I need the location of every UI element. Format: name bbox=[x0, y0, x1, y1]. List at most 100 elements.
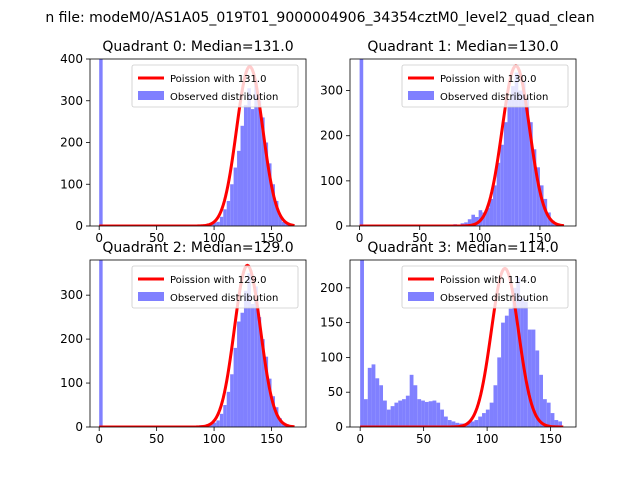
histogram-bar bbox=[558, 421, 563, 427]
histogram-bar bbox=[230, 374, 234, 427]
histogram-bar bbox=[531, 329, 536, 427]
histogram-bar bbox=[243, 104, 248, 226]
histogram-bar bbox=[237, 321, 241, 427]
histogram-bar bbox=[508, 308, 513, 427]
x-tick-label: 0 bbox=[356, 432, 364, 446]
histogram-bar bbox=[514, 72, 519, 226]
histogram-bar bbox=[493, 185, 497, 226]
histogram-bar bbox=[532, 149, 537, 226]
y-tick-label: 100 bbox=[320, 174, 343, 188]
y-tick-label: 0 bbox=[75, 420, 83, 434]
histogram-bar bbox=[464, 222, 468, 226]
histogram-bar bbox=[367, 367, 372, 427]
histogram-bar bbox=[527, 329, 532, 427]
x-tick-label: 50 bbox=[416, 432, 431, 446]
poisson-curve bbox=[359, 266, 564, 427]
y-tick-label: 50 bbox=[328, 385, 343, 399]
histogram-bar bbox=[501, 322, 505, 427]
histogram-bar bbox=[539, 374, 543, 427]
histogram-bar bbox=[379, 385, 384, 427]
legend-swatch-observed bbox=[408, 292, 434, 301]
histogram-bar bbox=[493, 385, 498, 427]
histogram-bar bbox=[383, 400, 387, 427]
histogram-bar bbox=[278, 215, 282, 226]
histogram-bar bbox=[529, 122, 533, 226]
histogram-bar bbox=[226, 200, 231, 226]
histogram-bar bbox=[451, 421, 456, 427]
histogram-bar bbox=[474, 420, 479, 427]
histogram-bar bbox=[261, 117, 265, 226]
x-tick-label: 50 bbox=[149, 432, 164, 446]
histogram-bar bbox=[516, 277, 521, 427]
histogram-bar bbox=[216, 221, 220, 226]
histogram-bar bbox=[482, 212, 486, 226]
histogram-bar bbox=[482, 413, 486, 427]
y-tick-label: 200 bbox=[320, 129, 343, 143]
histogram-bar bbox=[409, 374, 414, 427]
histogram-bar bbox=[478, 416, 483, 427]
histogram-bar bbox=[489, 402, 494, 427]
legend-label-observed: Observed distribution bbox=[440, 92, 548, 103]
x-tick-label: 150 bbox=[528, 231, 551, 245]
x-tick-label: 100 bbox=[203, 231, 226, 245]
histogram-bar bbox=[271, 396, 275, 427]
histogram-bar bbox=[237, 150, 241, 226]
subplot-3: 0 50 100 150 0 50 100 150 200 Quadrant 3: Median=… bbox=[320, 240, 577, 446]
histogram-bar bbox=[264, 356, 269, 427]
x-tick-label: 100 bbox=[468, 231, 491, 245]
legend-label-poisson: Poission with 131.0 bbox=[170, 74, 266, 85]
histogram-bar bbox=[247, 88, 251, 226]
histogram-bar bbox=[542, 399, 547, 427]
histogram-bar bbox=[233, 347, 238, 427]
x-tick-label: 0 bbox=[95, 231, 103, 245]
legend-box bbox=[401, 64, 569, 108]
legend-label-poisson: Poission with 129.0 bbox=[170, 275, 266, 286]
histogram-bar bbox=[424, 401, 429, 427]
histogram-bar bbox=[496, 162, 501, 226]
histogram-bar bbox=[223, 209, 227, 226]
histogram-bar bbox=[363, 399, 368, 427]
subplot-1: 0 50 100 150 0 100 200 300 Quadrant 1: Median=13… bbox=[320, 39, 577, 245]
axes-frame bbox=[349, 259, 577, 428]
x-tick-label: 150 bbox=[260, 432, 283, 446]
legend-swatch-observed bbox=[138, 91, 164, 100]
legend-label-poisson: Poission with 114.0 bbox=[440, 275, 536, 286]
histogram-bar bbox=[212, 222, 217, 226]
y-tick-label: 150 bbox=[320, 316, 343, 330]
legend-box bbox=[131, 64, 299, 108]
y-tick-label: 300 bbox=[60, 288, 83, 302]
histogram-bar bbox=[240, 125, 244, 226]
histogram-bar bbox=[216, 420, 220, 427]
x-tick-label: 100 bbox=[203, 432, 226, 446]
y-tick-label: 100 bbox=[60, 177, 83, 191]
histogram-bar bbox=[523, 301, 528, 427]
axes-frame bbox=[89, 259, 307, 428]
histogram-bar bbox=[386, 409, 391, 427]
histogram-bar bbox=[485, 409, 490, 427]
histogram-bar bbox=[233, 167, 238, 226]
histogram-bar bbox=[554, 420, 559, 427]
histogram-bar bbox=[219, 413, 224, 427]
histogram-bar bbox=[518, 90, 522, 226]
histogram-bar bbox=[99, 260, 103, 427]
legend-label-observed: Observed distribution bbox=[170, 92, 278, 103]
histogram-bar bbox=[447, 420, 452, 427]
legend-label-observed: Observed distribution bbox=[440, 293, 548, 304]
histogram-bar bbox=[497, 357, 502, 427]
y-tick-label: 200 bbox=[60, 332, 83, 346]
histogram-bar bbox=[359, 59, 364, 226]
y-tick-label: 300 bbox=[320, 84, 343, 98]
histogram-bar bbox=[278, 418, 282, 427]
histogram-bar bbox=[394, 402, 399, 427]
histogram-bar bbox=[421, 400, 425, 427]
histogram-bar bbox=[390, 406, 395, 427]
histogram-bar bbox=[264, 142, 269, 226]
histogram-bar bbox=[230, 184, 234, 226]
histogram-bar bbox=[521, 81, 526, 226]
histogram-bar bbox=[360, 260, 364, 427]
subplot-2: 0 50 100 150 0 100 200 300 Quadrant 2: Median=12… bbox=[60, 240, 307, 446]
histogram-bar bbox=[550, 413, 555, 427]
y-tick-label: 100 bbox=[320, 350, 343, 364]
histogram-bar bbox=[268, 163, 272, 226]
histogram-bar bbox=[219, 216, 224, 226]
